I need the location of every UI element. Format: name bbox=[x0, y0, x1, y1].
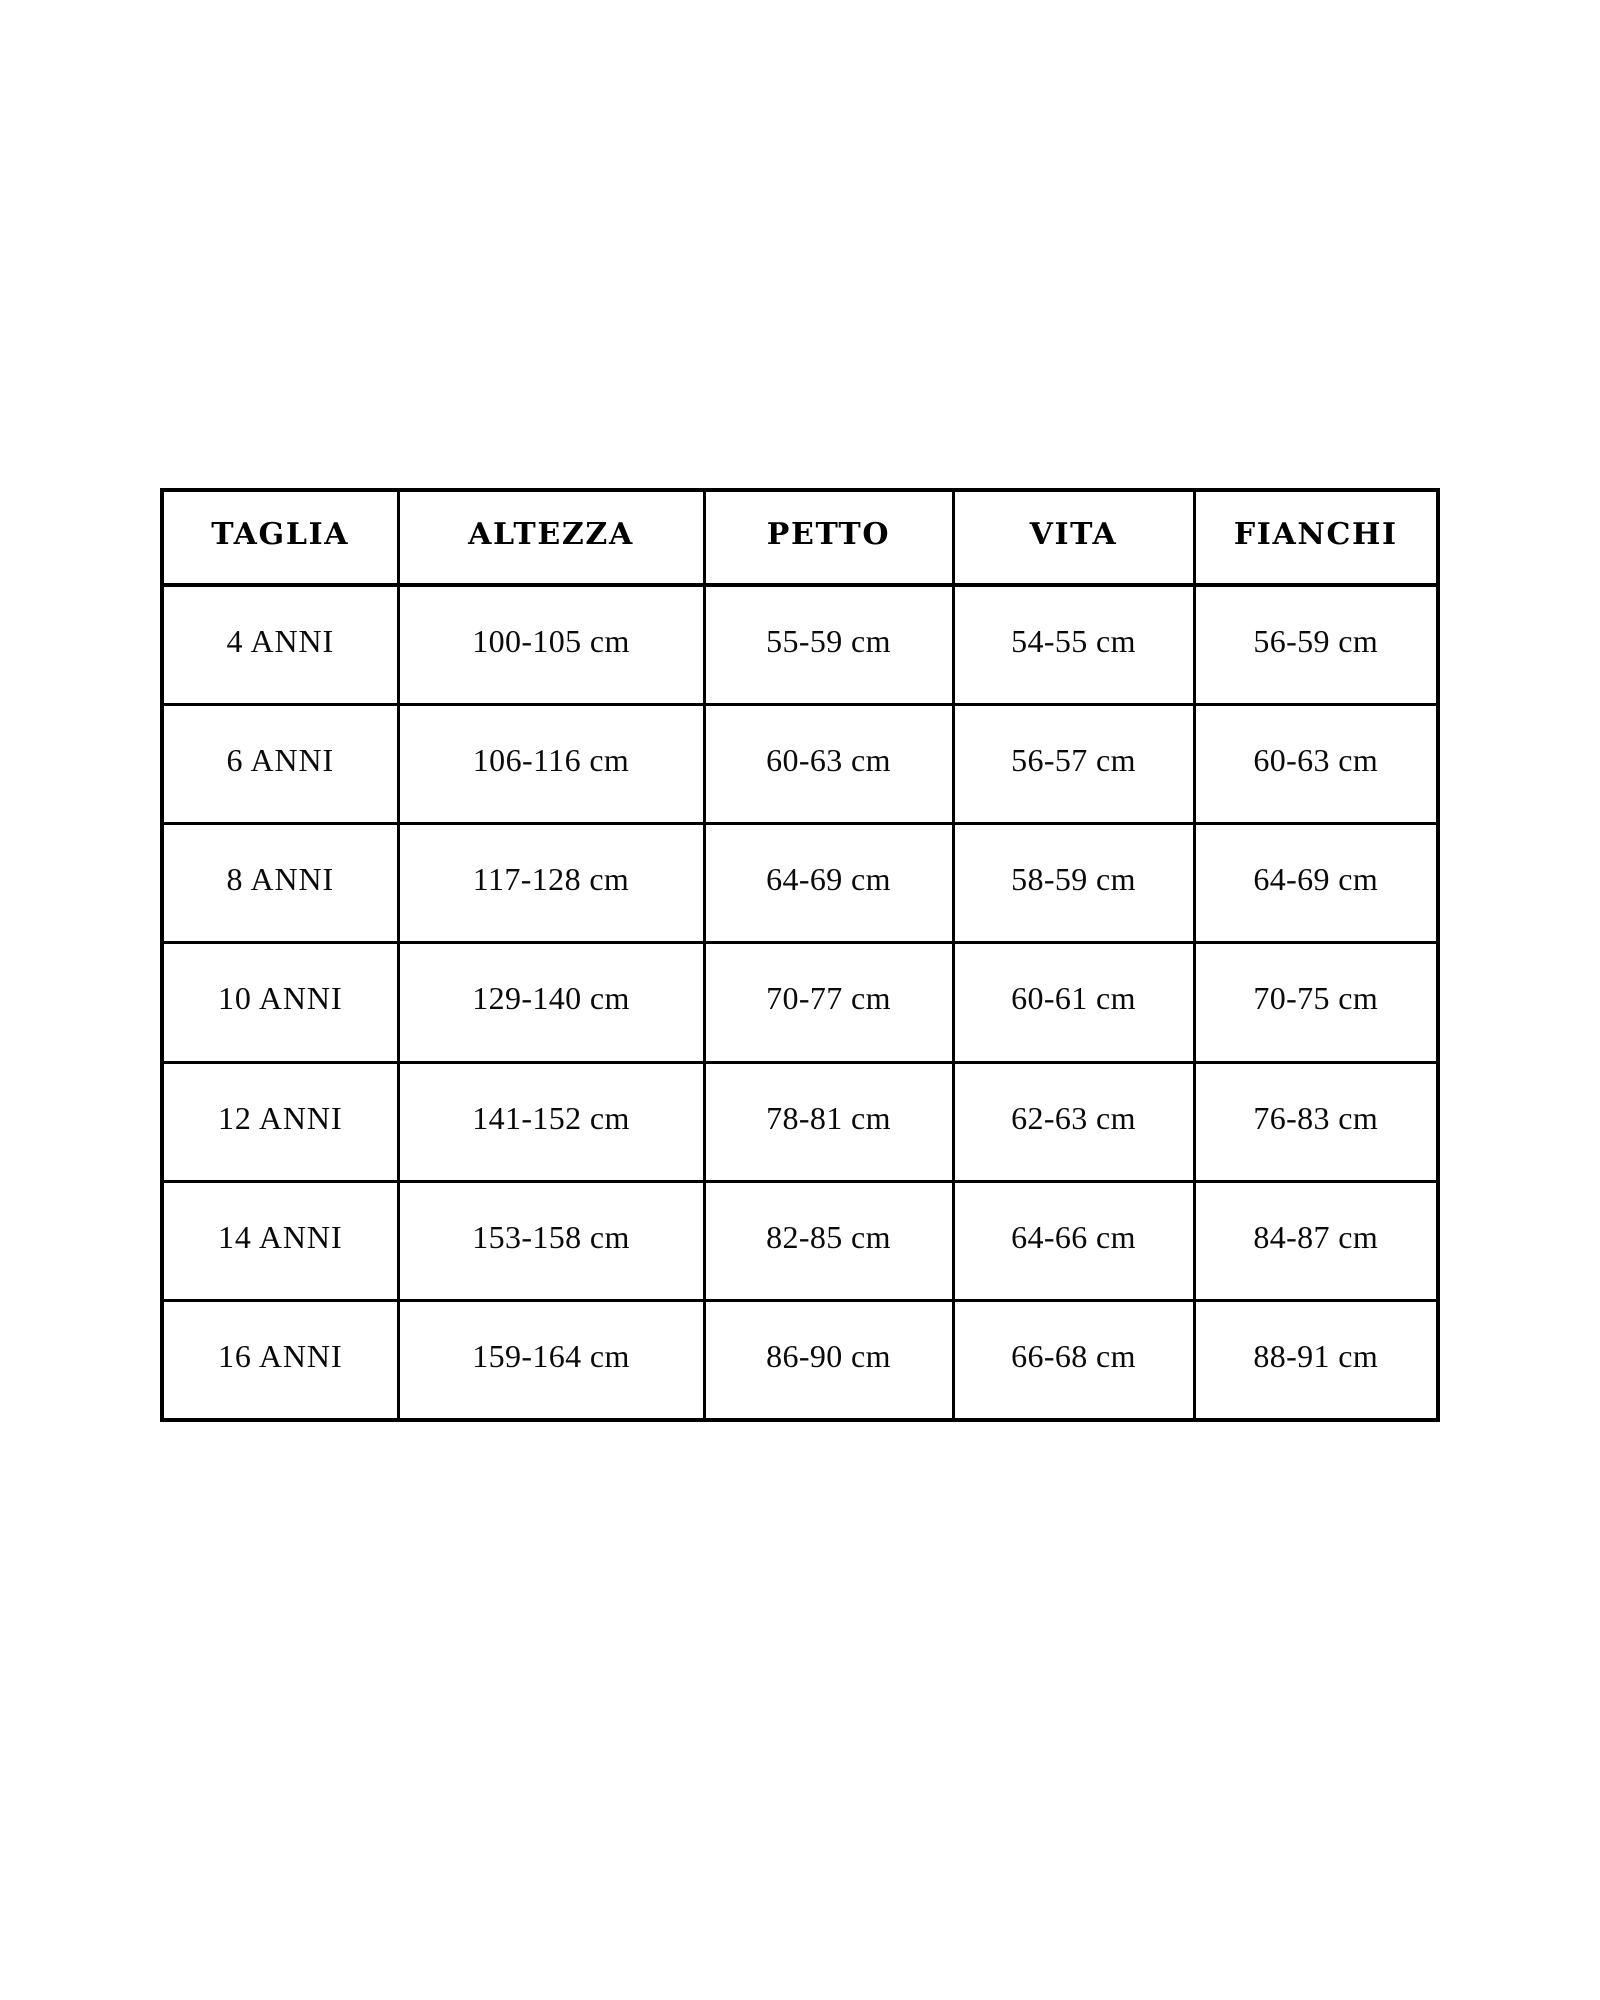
cell-value: 60-61 cm bbox=[1011, 980, 1136, 1017]
cell-value: 117-128 cm bbox=[472, 861, 630, 898]
table-row: 14 ANNI 153-158 cm 82-85 cm 64-66 cm 84-… bbox=[160, 1179, 1440, 1303]
column-header-label: VITA bbox=[1029, 516, 1118, 552]
cell-value: 78-81 cm bbox=[766, 1099, 891, 1136]
cell-petto: 86-90 cm bbox=[702, 1299, 955, 1422]
cell-value: 66-68 cm bbox=[1011, 1338, 1136, 1375]
cell-taglia: 6 ANNI bbox=[160, 702, 400, 826]
cell-value: 60-63 cm bbox=[1253, 741, 1379, 778]
cell-value: 129-140 cm bbox=[472, 980, 630, 1017]
cell-value: 14 ANNI bbox=[218, 1219, 343, 1256]
cell-altezza: 100-105 cm bbox=[396, 583, 706, 706]
column-header-label: TAGLIA bbox=[211, 516, 350, 552]
cell-taglia: 12 ANNI bbox=[160, 1060, 400, 1183]
cell-value: 16 ANNI bbox=[218, 1338, 343, 1375]
table-row: 16 ANNI 159-164 cm 86-90 cm 66-68 cm 88-… bbox=[160, 1299, 1440, 1422]
table-row: 6 ANNI 106-116 cm 60-63 cm 56-57 cm 60-6… bbox=[160, 702, 1440, 826]
cell-fianchi: 64-69 cm bbox=[1192, 822, 1440, 945]
cell-value: 56-59 cm bbox=[1253, 622, 1379, 659]
column-header-taglia: TAGLIA bbox=[160, 488, 400, 587]
cell-value: 58-59 cm bbox=[1011, 861, 1136, 898]
cell-value: 6 ANNI bbox=[226, 741, 335, 778]
size-chart-table: TAGLIA ALTEZZA PETTO VITA FIANCHI bbox=[160, 488, 1440, 1422]
cell-taglia: 10 ANNI bbox=[160, 941, 400, 1064]
header-row: TAGLIA ALTEZZA PETTO VITA FIANCHI bbox=[160, 488, 1440, 587]
cell-fianchi: 56-59 cm bbox=[1192, 583, 1440, 706]
cell-value: 82-85 cm bbox=[766, 1219, 891, 1256]
cell-petto: 78-81 cm bbox=[702, 1060, 955, 1183]
cell-value: 64-69 cm bbox=[766, 861, 891, 898]
column-header-label: FIANCHI bbox=[1233, 516, 1398, 552]
cell-altezza: 117-128 cm bbox=[396, 822, 706, 945]
table-row: 4 ANNI 100-105 cm 55-59 cm 54-55 cm 56-5… bbox=[160, 583, 1440, 706]
cell-vita: 62-63 cm bbox=[951, 1060, 1196, 1183]
cell-value: 70-77 cm bbox=[766, 980, 891, 1017]
cell-value: 159-164 cm bbox=[472, 1338, 630, 1375]
cell-taglia: 14 ANNI bbox=[160, 1179, 400, 1303]
column-header-vita: VITA bbox=[951, 488, 1196, 587]
cell-value: 153-158 cm bbox=[472, 1219, 630, 1256]
size-chart-container: TAGLIA ALTEZZA PETTO VITA FIANCHI bbox=[160, 488, 1440, 1422]
cell-altezza: 106-116 cm bbox=[396, 702, 706, 826]
cell-value: 141-152 cm bbox=[472, 1099, 630, 1136]
cell-vita: 60-61 cm bbox=[951, 941, 1196, 1064]
cell-value: 12 ANNI bbox=[218, 1099, 343, 1136]
cell-value: 60-63 cm bbox=[766, 741, 891, 778]
cell-value: 4 ANNI bbox=[226, 622, 335, 659]
cell-value: 64-66 cm bbox=[1011, 1219, 1136, 1256]
cell-altezza: 159-164 cm bbox=[396, 1299, 706, 1422]
cell-value: 62-63 cm bbox=[1011, 1099, 1136, 1136]
table-row: 8 ANNI 117-128 cm 64-69 cm 58-59 cm 64-6… bbox=[160, 822, 1440, 945]
column-header-fianchi: FIANCHI bbox=[1192, 488, 1440, 587]
cell-fianchi: 84-87 cm bbox=[1192, 1179, 1440, 1303]
table-row: 10 ANNI 129-140 cm 70-77 cm 60-61 cm 70-… bbox=[160, 941, 1440, 1064]
cell-value: 88-91 cm bbox=[1253, 1338, 1379, 1375]
cell-value: 8 ANNI bbox=[226, 861, 335, 898]
cell-fianchi: 76-83 cm bbox=[1192, 1060, 1440, 1183]
cell-value: 64-69 cm bbox=[1253, 861, 1379, 898]
cell-fianchi: 60-63 cm bbox=[1192, 702, 1440, 826]
cell-taglia: 4 ANNI bbox=[160, 583, 400, 706]
cell-vita: 64-66 cm bbox=[951, 1179, 1196, 1303]
column-header-label: ALTEZZA bbox=[468, 516, 634, 552]
cell-vita: 58-59 cm bbox=[951, 822, 1196, 945]
cell-value: 54-55 cm bbox=[1011, 622, 1136, 659]
cell-value: 86-90 cm bbox=[766, 1338, 891, 1375]
cell-value: 70-75 cm bbox=[1253, 980, 1379, 1017]
column-header-label: PETTO bbox=[766, 516, 891, 552]
column-header-altezza: ALTEZZA bbox=[396, 488, 706, 587]
cell-petto: 60-63 cm bbox=[702, 702, 955, 826]
cell-vita: 66-68 cm bbox=[951, 1299, 1196, 1422]
cell-vita: 54-55 cm bbox=[951, 583, 1196, 706]
cell-value: 10 ANNI bbox=[218, 980, 343, 1017]
cell-petto: 64-69 cm bbox=[702, 822, 955, 945]
cell-altezza: 141-152 cm bbox=[396, 1060, 706, 1183]
cell-value: 76-83 cm bbox=[1253, 1099, 1379, 1136]
cell-fianchi: 70-75 cm bbox=[1192, 941, 1440, 1064]
table-row: 12 ANNI 141-152 cm 78-81 cm 62-63 cm 76-… bbox=[160, 1060, 1440, 1183]
cell-petto: 82-85 cm bbox=[702, 1179, 955, 1303]
cell-vita: 56-57 cm bbox=[951, 702, 1196, 826]
cell-petto: 55-59 cm bbox=[702, 583, 955, 706]
cell-taglia: 8 ANNI bbox=[160, 822, 400, 945]
column-header-petto: PETTO bbox=[702, 488, 955, 587]
cell-value: 106-116 cm bbox=[472, 741, 630, 778]
cell-altezza: 129-140 cm bbox=[396, 941, 706, 1064]
cell-altezza: 153-158 cm bbox=[396, 1179, 706, 1303]
cell-value: 55-59 cm bbox=[766, 622, 891, 659]
table-body: 4 ANNI 100-105 cm 55-59 cm 54-55 cm 56-5… bbox=[160, 583, 1440, 1422]
cell-value: 84-87 cm bbox=[1253, 1219, 1379, 1256]
cell-taglia: 16 ANNI bbox=[160, 1299, 400, 1422]
cell-value: 100-105 cm bbox=[472, 622, 630, 659]
cell-value: 56-57 cm bbox=[1011, 741, 1136, 778]
cell-fianchi: 88-91 cm bbox=[1192, 1299, 1440, 1422]
cell-petto: 70-77 cm bbox=[702, 941, 955, 1064]
table-header: TAGLIA ALTEZZA PETTO VITA FIANCHI bbox=[160, 488, 1440, 587]
